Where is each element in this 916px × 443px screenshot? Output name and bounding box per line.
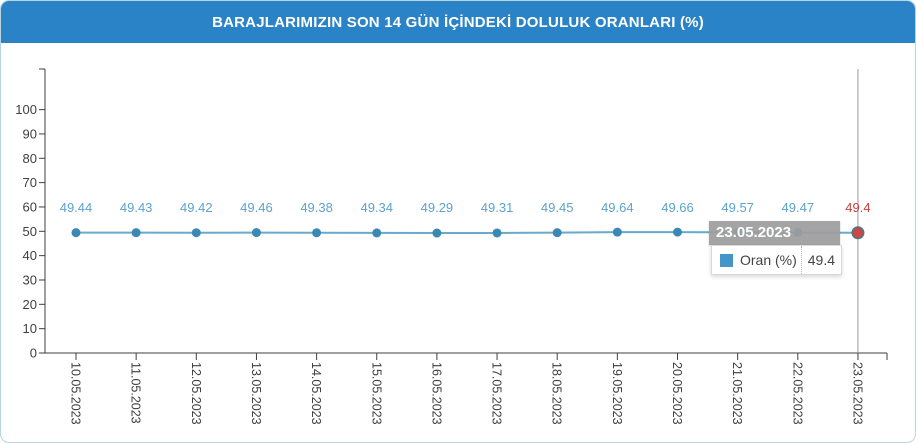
- crosshair-tooltip: 23.05.2023 Oran (%) 49.4: [709, 221, 842, 275]
- data-point[interactable]: [612, 227, 622, 237]
- x-date-label: 23.05.2023: [850, 362, 864, 425]
- point-value-label: 49.66: [661, 200, 694, 215]
- point-value-label: 49.4: [845, 200, 870, 215]
- point-value-label: 49.47: [782, 200, 815, 215]
- x-date-label: 13.05.2023: [249, 362, 263, 425]
- point-value-label: 49.57: [721, 200, 754, 215]
- y-tick-label: 40: [23, 248, 37, 263]
- y-tick-label: 70: [23, 175, 37, 190]
- data-point[interactable]: [312, 228, 322, 238]
- x-date-label: 17.05.2023: [490, 362, 504, 425]
- series-color-swatch-icon: [720, 253, 733, 267]
- point-value-label: 49.44: [60, 200, 93, 215]
- x-date-label: 12.05.2023: [189, 362, 203, 425]
- x-date-label: 20.05.2023: [670, 362, 684, 425]
- y-tick-label: 30: [23, 272, 37, 287]
- data-point[interactable]: [432, 228, 442, 238]
- y-tick-label: 60: [23, 199, 37, 214]
- point-value-label: 49.38: [300, 200, 333, 215]
- chart-area: 0 10 20 30 40 50 60 70 80 90 100 10.05.2023 11.05.20…: [1, 43, 916, 443]
- data-point[interactable]: [251, 228, 261, 238]
- data-point[interactable]: [71, 228, 81, 238]
- point-value-label: 49.45: [541, 200, 574, 215]
- x-date-label: 21.05.2023: [730, 362, 744, 425]
- data-point[interactable]: [131, 228, 141, 238]
- data-point[interactable]: [673, 227, 682, 237]
- tooltip-date-label: 23.05.2023: [709, 221, 840, 245]
- x-date-label: 18.05.2023: [550, 362, 564, 425]
- x-date-label: 15.05.2023: [369, 362, 383, 425]
- data-point-highlighted[interactable]: [851, 226, 865, 240]
- x-date-label: 16.05.2023: [429, 362, 443, 425]
- y-tick-label: 0: [30, 346, 37, 361]
- data-point[interactable]: [191, 228, 201, 238]
- point-value-label: 49.64: [601, 200, 634, 215]
- point-value-label: 49.34: [360, 200, 393, 215]
- y-tick-label: 100: [15, 102, 37, 117]
- x-date-label: 10.05.2023: [69, 362, 83, 425]
- point-value-label: 49.31: [481, 200, 514, 215]
- x-date-label: 19.05.2023: [610, 362, 624, 425]
- data-point[interactable]: [492, 228, 502, 238]
- y-tick-label: 10: [23, 321, 37, 336]
- point-value-label: 49.42: [180, 200, 213, 215]
- y-tick-label: 80: [23, 151, 37, 166]
- tooltip-body: Oran (%) 49.4: [711, 245, 842, 275]
- y-tick-label: 20: [23, 297, 37, 312]
- point-value-label: 49.29: [421, 200, 454, 215]
- x-date-label: 11.05.2023: [129, 362, 143, 424]
- line-chart[interactable]: 0 10 20 30 40 50 60 70 80 90 100 10.05.2023 11.05.20…: [1, 43, 916, 443]
- page-title: BARAJLARIMIZIN SON 14 GÜN İÇİNDEKİ DOLUL…: [212, 13, 704, 31]
- data-point[interactable]: [372, 228, 382, 238]
- data-point[interactable]: [552, 228, 562, 238]
- y-tick-label: 90: [23, 126, 37, 141]
- chart-header: BARAJLARIMIZIN SON 14 GÜN İÇİNDEKİ DOLUL…: [1, 1, 915, 43]
- x-date-label: 14.05.2023: [309, 362, 323, 425]
- tooltip-series-name: Oran (%): [740, 252, 797, 268]
- point-value-label: 49.43: [120, 200, 153, 215]
- tooltip-value: 49.4: [807, 252, 836, 268]
- tooltip-divider: [800, 246, 802, 274]
- point-value-label: 49.46: [240, 200, 273, 215]
- x-date-label: 22.05.2023: [790, 362, 804, 425]
- y-tick-label: 50: [23, 224, 37, 239]
